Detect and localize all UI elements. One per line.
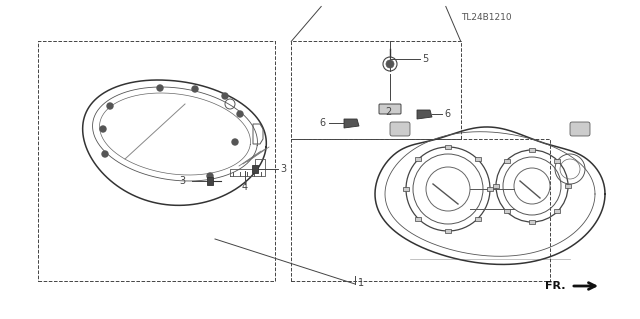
Text: 6: 6 bbox=[444, 109, 450, 119]
Text: 6: 6 bbox=[319, 118, 325, 128]
FancyBboxPatch shape bbox=[554, 210, 561, 213]
FancyBboxPatch shape bbox=[415, 157, 421, 161]
FancyBboxPatch shape bbox=[445, 145, 451, 149]
Text: 5: 5 bbox=[422, 54, 428, 64]
Polygon shape bbox=[417, 110, 432, 119]
Text: FR.: FR. bbox=[545, 281, 566, 291]
FancyBboxPatch shape bbox=[504, 159, 509, 163]
Text: 3: 3 bbox=[280, 164, 286, 174]
Circle shape bbox=[192, 86, 198, 92]
Circle shape bbox=[102, 151, 108, 157]
FancyBboxPatch shape bbox=[529, 148, 535, 152]
Circle shape bbox=[222, 93, 228, 99]
FancyBboxPatch shape bbox=[475, 217, 481, 221]
Circle shape bbox=[386, 60, 394, 68]
Circle shape bbox=[107, 103, 113, 109]
FancyBboxPatch shape bbox=[403, 187, 409, 191]
FancyBboxPatch shape bbox=[475, 157, 481, 161]
Text: 3: 3 bbox=[179, 176, 185, 186]
FancyBboxPatch shape bbox=[493, 184, 499, 188]
FancyBboxPatch shape bbox=[390, 122, 410, 136]
FancyBboxPatch shape bbox=[487, 187, 493, 191]
FancyBboxPatch shape bbox=[252, 165, 258, 173]
Circle shape bbox=[232, 139, 238, 145]
FancyBboxPatch shape bbox=[504, 210, 509, 213]
Text: 1: 1 bbox=[358, 278, 364, 288]
FancyBboxPatch shape bbox=[379, 104, 401, 114]
FancyBboxPatch shape bbox=[445, 229, 451, 233]
Circle shape bbox=[207, 173, 213, 179]
Polygon shape bbox=[344, 119, 359, 128]
Circle shape bbox=[100, 126, 106, 132]
Text: 4: 4 bbox=[242, 182, 248, 192]
Circle shape bbox=[157, 85, 163, 91]
Text: 2: 2 bbox=[385, 107, 391, 117]
FancyBboxPatch shape bbox=[207, 177, 213, 185]
Circle shape bbox=[237, 111, 243, 117]
FancyBboxPatch shape bbox=[554, 159, 561, 163]
Text: TL24B1210: TL24B1210 bbox=[461, 13, 512, 22]
FancyBboxPatch shape bbox=[529, 220, 535, 224]
FancyBboxPatch shape bbox=[565, 184, 571, 188]
FancyBboxPatch shape bbox=[415, 217, 421, 221]
FancyBboxPatch shape bbox=[570, 122, 590, 136]
